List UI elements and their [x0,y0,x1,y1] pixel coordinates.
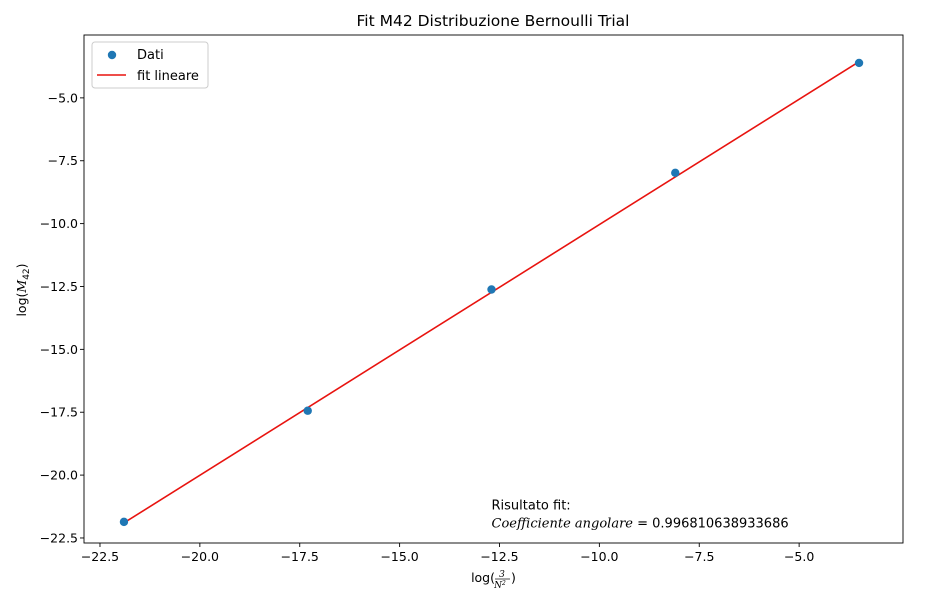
x-tick-label: −15.0 [380,549,418,564]
legend-marker-dati [107,50,117,60]
y-tick-label: −5.0 [48,90,78,105]
legend-label-fit: fit lineare [137,69,199,84]
annotation-eq: = [633,516,652,531]
legend: Dati fit lineare [91,41,209,89]
data-point [119,517,129,527]
x-tick-label: −22.5 [81,549,119,564]
x-tick-label: −20.0 [181,549,219,564]
x-axis-label-num: 3 [499,570,505,580]
x-axis: −22.5 −20.0 −17.5 −15.0 −12.5 −10.0 −7.5 −5.0 [81,543,814,564]
x-tick-label: −7.5 [684,549,714,564]
y-tick-label: −10.0 [40,216,78,231]
data-point [303,406,312,415]
annotation-label: Coefficiente angolare [492,516,634,531]
legend-label-dati: Dati [137,48,164,63]
chart-title: Fit M42 Distribuzione Bernoulli Trial [357,12,630,30]
y-axis: −22.5 −20.0 −17.5 −15.0 −12.5 −10.0 −7.5 −5.0 [40,90,84,545]
y-axis-label: log(M42) [14,263,32,316]
y-tick-label: −20.0 [40,468,78,483]
y-tick-label: −12.5 [40,279,78,294]
annotation-value: 0.996810638933686 [652,516,788,531]
x-tick-label: −5.0 [784,549,814,564]
y-tick-label: −7.5 [48,153,78,168]
x-tick-label: −17.5 [281,549,319,564]
x-axis-label-suffix: ) [511,570,516,585]
annotation-line2: Coefficiente angolare = 0.99681063893368… [492,516,789,531]
x-tick-label: −10.0 [580,549,618,564]
data-point [854,58,864,68]
x-axis-label-den: N2 [493,580,506,591]
y-tick-label: −17.5 [40,405,78,420]
annotation-line1: Risultato fit: [492,498,571,513]
x-axis-label: log( 3 N2 ) [471,570,516,591]
y-tick-label: −22.5 [40,530,78,545]
data-point [671,168,680,178]
data-points [119,58,864,527]
x-axis-label-prefix: log( [471,570,495,585]
fit-annotation: Risultato fit: Coefficiente angolare = 0… [492,498,789,531]
data-point [487,285,496,294]
y-tick-label: −15.0 [40,342,78,357]
svg-text:log(M42): log(M42) [14,263,32,316]
x-tick-label: −12.5 [480,549,518,564]
